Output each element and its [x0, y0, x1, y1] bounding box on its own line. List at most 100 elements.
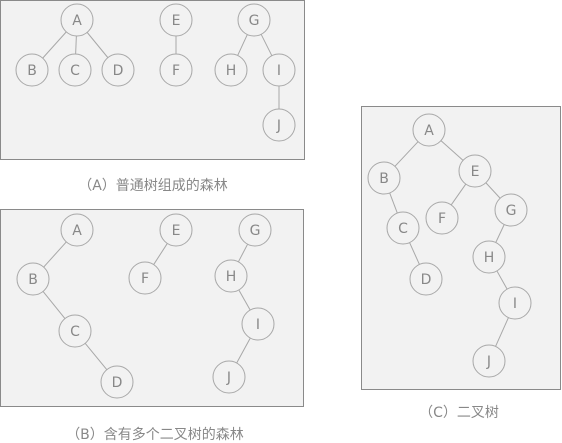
panel-c-node-C: C	[386, 211, 420, 245]
panel-a-edge-A-B	[42, 31, 67, 59]
panel-a-node-I: I	[262, 53, 296, 87]
panel-c-node-C-circle	[386, 211, 420, 245]
panel-c-node-C-label: C	[398, 221, 408, 237]
panel-a-node-D-circle	[101, 53, 135, 87]
panel-b-node-E: E	[159, 213, 193, 247]
panel-c-node-D: D	[409, 262, 443, 296]
panel-b-node-H-label: H	[226, 269, 237, 285]
panel-c-edge-A-B	[394, 141, 419, 167]
panel-a-node-E-circle	[159, 3, 193, 37]
panel-a-node-F-label: F	[172, 63, 180, 79]
panel-a-edge-A-C	[75, 35, 77, 55]
panel-c-node-F-label: F	[438, 211, 446, 227]
panel-a-node-G-label: G	[249, 13, 260, 29]
panel-b-node-F: F	[128, 261, 162, 295]
panel-b-edge-G-H	[237, 243, 249, 263]
panel-a-node-G-circle	[237, 3, 271, 37]
panel-c-node-G: G	[494, 193, 528, 227]
panel-a-node-I-circle	[262, 53, 296, 87]
panel-c-node-J-label: J	[486, 354, 491, 370]
panel-c	[361, 106, 561, 390]
panel-b-edges	[42, 241, 251, 370]
panel-c-edges	[389, 140, 509, 347]
panel-b-node-G: G	[238, 213, 272, 247]
panel-b-node-C-circle	[58, 314, 92, 348]
panel-b-node-B-label: B	[28, 272, 38, 288]
panel-a-edge-G-I	[260, 34, 273, 56]
panel-b-edge-I-J	[236, 337, 251, 364]
panel-c-node-A-label: A	[424, 123, 434, 139]
panel-c-node-F-circle	[425, 201, 459, 235]
panel-a-node-J: J	[262, 108, 296, 142]
panel-c-edge-I-J	[495, 317, 509, 347]
panel-c-edge-E-F	[450, 183, 467, 206]
panel-a-node-C: C	[58, 53, 92, 87]
caption-b: （B）含有多个二叉树的森林	[66, 426, 244, 443]
panel-b-node-C: C	[58, 314, 92, 348]
panel-c-nodes: A B C D E F G H I J	[367, 113, 532, 378]
panel-c-node-J-circle	[472, 344, 506, 378]
panel-b-edge-C-D	[84, 343, 108, 370]
panel-b-node-D: D	[100, 365, 134, 399]
panel-a-node-I-label: I	[277, 63, 281, 79]
panel-c-edge-E-G	[485, 182, 501, 199]
panel-b-node-H: H	[214, 259, 248, 293]
panel-a-node-J-label: J	[276, 118, 281, 134]
panel-a-node-C-circle	[58, 53, 92, 87]
panel-a-node-H-label: H	[226, 63, 237, 79]
panel-c-node-B-circle	[367, 161, 401, 195]
panel-c-node-G-label: G	[506, 203, 517, 219]
panel-a-node-J-circle	[262, 108, 296, 142]
panel-c-edge-A-E	[440, 140, 464, 161]
caption-c: （C）二叉树	[419, 405, 499, 421]
panel-c-node-D-label: D	[421, 272, 432, 288]
panel-a-nodes: A B C D E F G H I J	[15, 3, 296, 142]
panel-c-node-E-label: E	[471, 164, 480, 180]
panel-b-node-J-label: J	[226, 370, 231, 386]
panel-b-node-H-circle	[214, 259, 248, 293]
panel-b-node-F-label: F	[141, 271, 149, 287]
panel-a-node-H: H	[214, 53, 248, 87]
panel-a-node-H-circle	[214, 53, 248, 87]
panel-a-edges	[42, 31, 280, 109]
panel-c-edge-H-I	[496, 270, 508, 290]
panel-a-node-D-label: D	[113, 63, 124, 79]
panel-a-node-B-label: B	[27, 63, 37, 79]
panel-c-node-J: J	[472, 344, 506, 378]
panel-a-node-A-label: A	[72, 13, 82, 29]
panel-c-node-A: A	[412, 113, 446, 147]
panel-b-node-C-label: C	[70, 324, 80, 340]
panel-b-node-I-circle	[241, 307, 275, 341]
panel-c-node-E-circle	[458, 154, 492, 188]
panel-a-node-E-label: E	[172, 13, 181, 29]
panel-b-node-F-circle	[128, 261, 162, 295]
panel-c-edge-C-D	[409, 242, 420, 265]
panel-a-node-E: E	[159, 3, 193, 37]
panel-b-nodes: A B C D E F G H I J	[16, 213, 275, 399]
panel-c-node-I: I	[498, 286, 532, 320]
panel-b-node-J-circle	[212, 360, 246, 394]
panel-a-edge-A-D	[86, 32, 109, 58]
panel-a-edge-G-H	[237, 34, 248, 56]
panel-a-node-B-circle	[15, 53, 49, 87]
panel-b-node-I-label: I	[256, 317, 260, 333]
panel-b-edge-E-F	[153, 243, 168, 265]
caption-a: （A）普通树组成的森林	[78, 178, 228, 194]
panel-b-node-E-label: E	[172, 223, 181, 239]
panel-a-node-D: D	[101, 53, 135, 87]
panel-c-node-I-circle	[498, 286, 532, 320]
panel-c-node-D-circle	[409, 262, 443, 296]
panel-b-node-A-label: A	[72, 223, 82, 239]
panel-c-node-A-circle	[412, 113, 446, 147]
panel-a-node-G: G	[237, 3, 271, 37]
panel-b-node-B: B	[16, 262, 50, 296]
panel-a-node-F-circle	[159, 53, 193, 87]
panel-c-node-B-label: B	[379, 171, 389, 187]
panel-b-node-B-circle	[16, 262, 50, 296]
panel-c-edge-G-H	[495, 224, 505, 243]
panel-c-node-F: F	[425, 201, 459, 235]
panel-b-node-J: J	[212, 360, 246, 394]
panel-c-node-I-label: I	[513, 296, 517, 312]
panel-b-node-G-label: G	[250, 223, 261, 239]
